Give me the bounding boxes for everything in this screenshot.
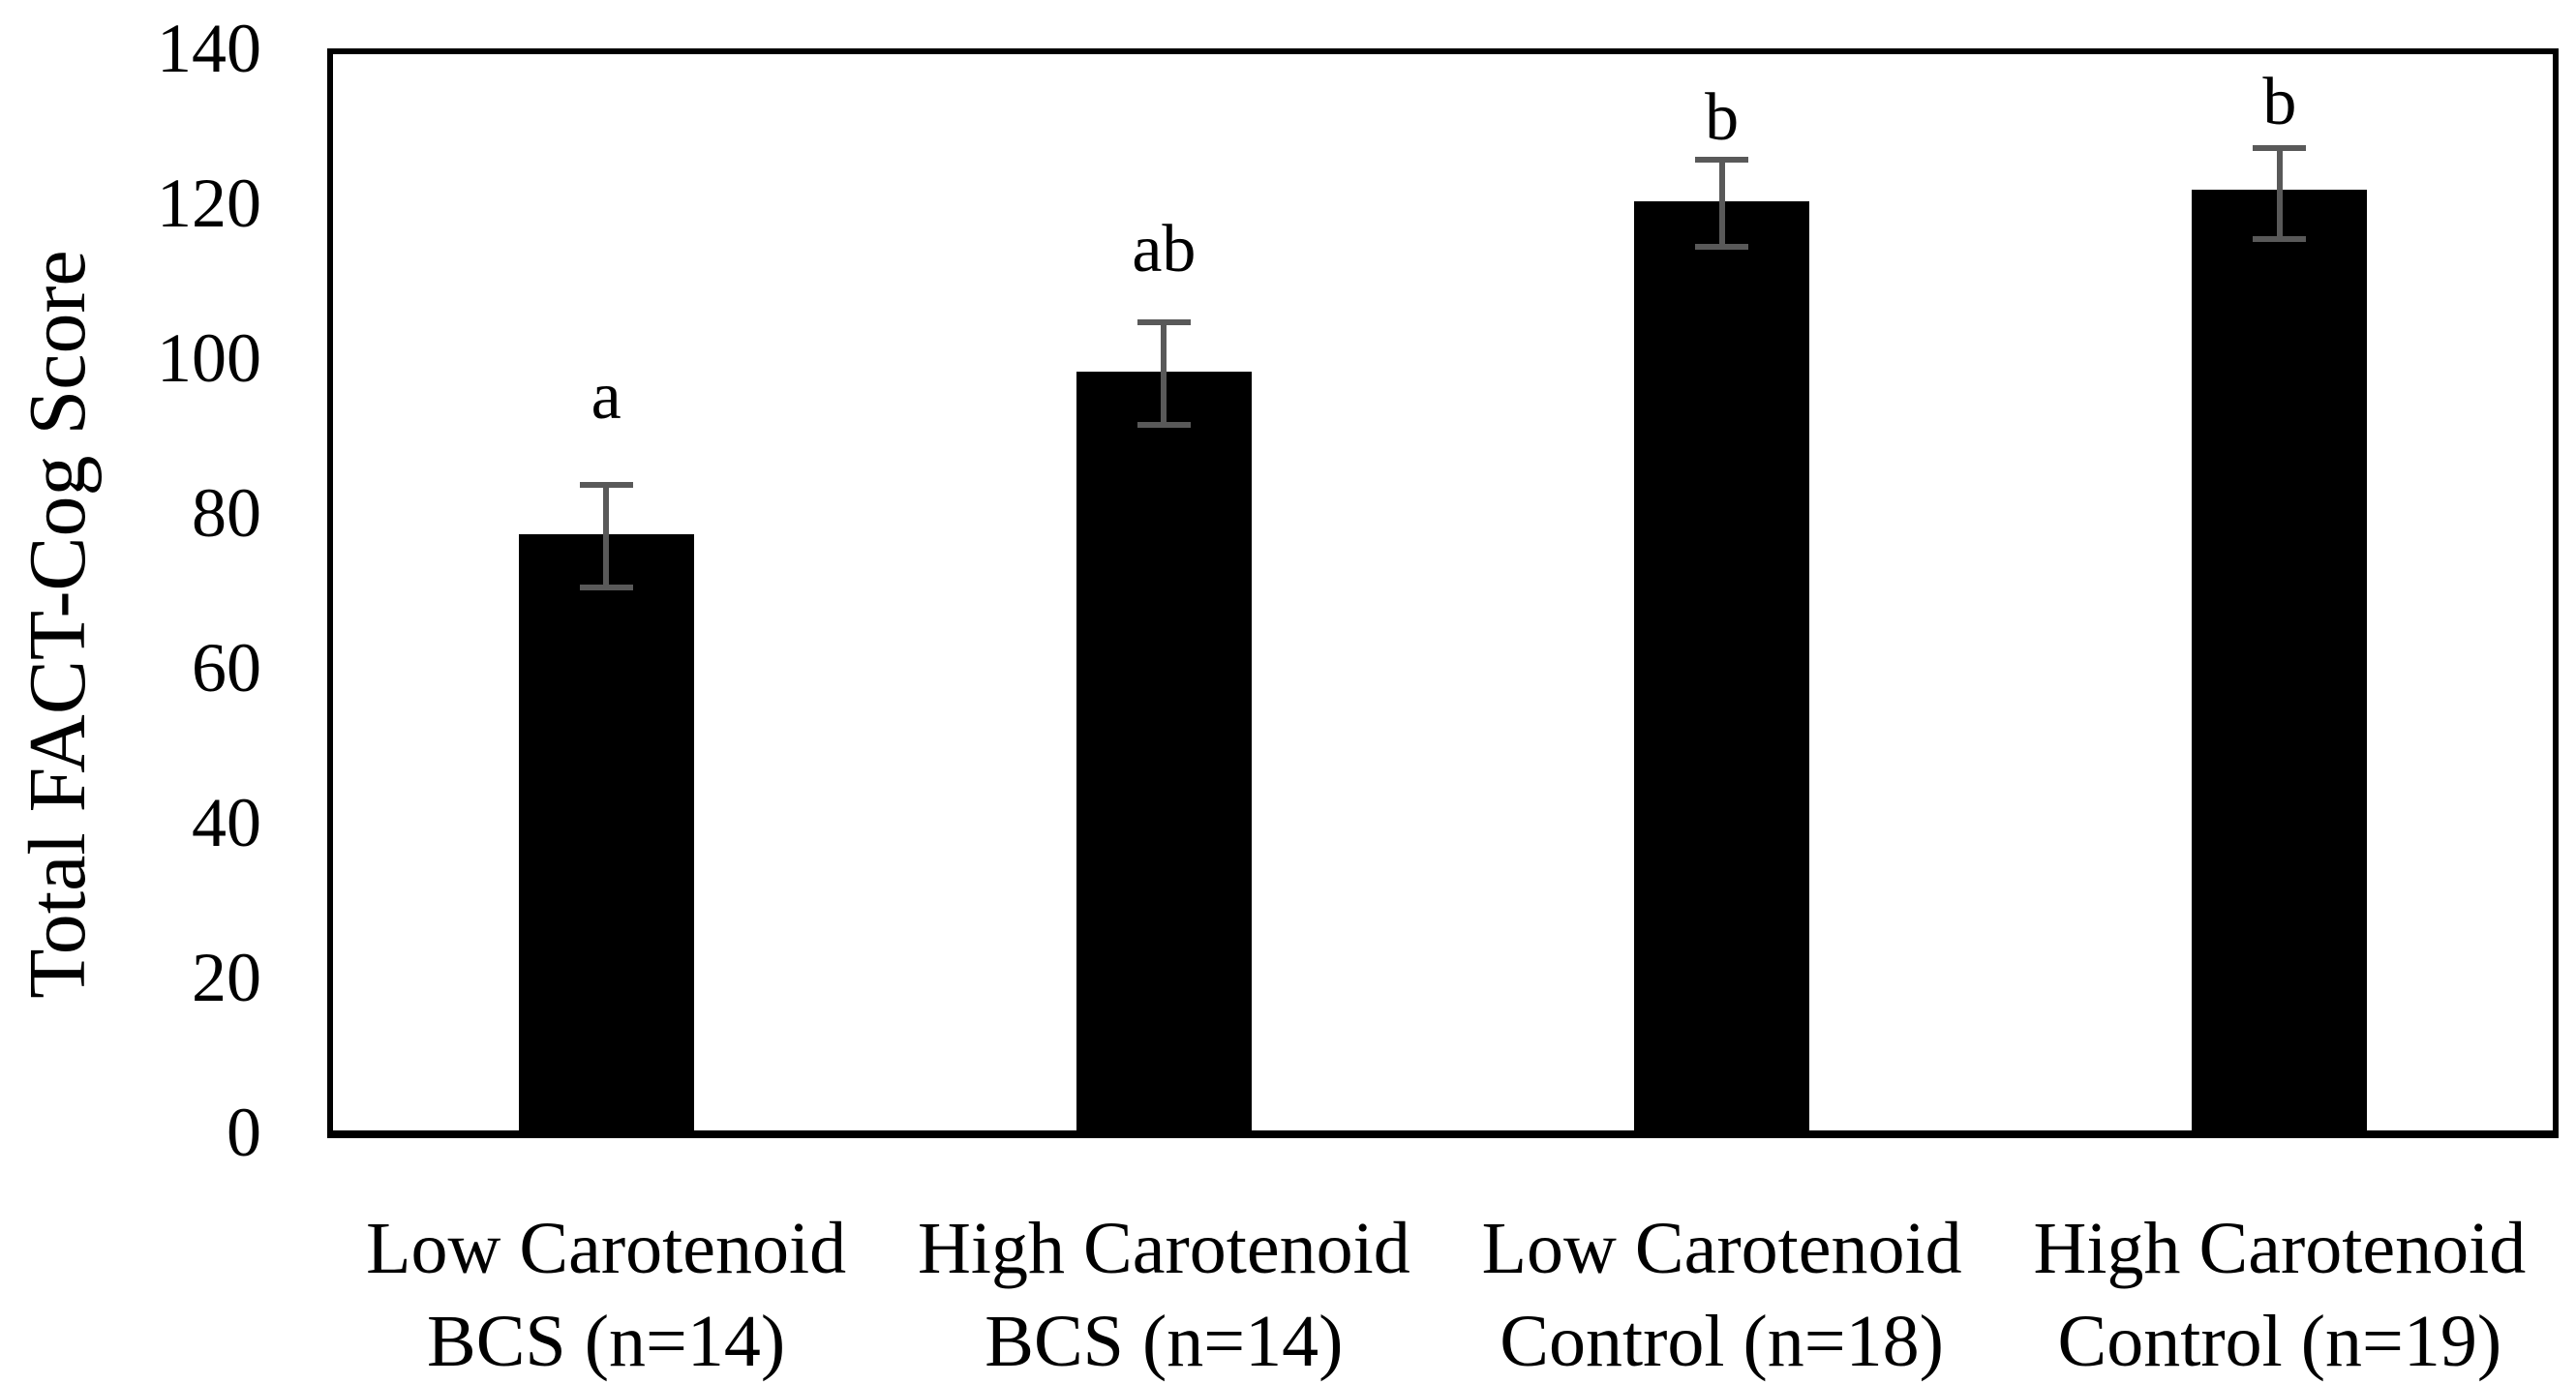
bar — [1076, 372, 1252, 1130]
error-bar-bottom-cap — [1136, 422, 1191, 428]
significance-letter: b — [2262, 65, 2297, 139]
bar — [1634, 201, 1810, 1130]
x-category-label: Low Carotenoid Control (n=18) — [1412, 1202, 2032, 1384]
error-bar-top-cap — [1695, 157, 1749, 163]
y-tick-label: 140 — [157, 10, 261, 87]
y-tick-label: 60 — [192, 629, 261, 707]
plot-area: a ab b b — [327, 48, 2559, 1138]
error-bar — [1161, 319, 1167, 428]
significance-letter: b — [1705, 80, 1740, 155]
bar — [518, 534, 694, 1130]
x-category-label-line1: High Carotenoid — [2033, 1208, 2527, 1289]
error-bar-bottom-cap — [1695, 244, 1749, 250]
significance-letter: ab — [1132, 212, 1197, 286]
error-bar — [1718, 157, 1725, 250]
y-tick-label: 40 — [192, 784, 261, 861]
error-bar-bottom-cap — [579, 585, 633, 590]
bar — [2192, 190, 2368, 1130]
significance-letter: a — [591, 359, 621, 434]
y-tick-label: 100 — [157, 319, 261, 397]
error-bar-top-cap — [579, 482, 633, 488]
x-category-label: High Carotenoid Control (n=19) — [1970, 1202, 2576, 1384]
y-tick-label: 80 — [192, 474, 261, 552]
x-category-label-line2: Control (n=19) — [2057, 1301, 2502, 1382]
x-category-label-line1: Low Carotenoid — [366, 1208, 847, 1289]
error-bar-bottom-cap — [2253, 236, 2307, 242]
x-category-label-line2: Control (n=18) — [1500, 1301, 1944, 1382]
error-bar — [2276, 145, 2283, 242]
x-category-label-line1: Low Carotenoid — [1481, 1208, 1962, 1289]
error-bar-top-cap — [1136, 319, 1191, 325]
x-category-label-line1: High Carotenoid — [918, 1208, 1410, 1289]
x-category-label-line2: BCS (n=14) — [985, 1301, 1344, 1382]
x-category-label: Low Carotenoid BCS (n=14) — [296, 1202, 916, 1384]
y-tick-label: 120 — [157, 165, 261, 242]
error-bar — [603, 482, 610, 590]
error-bar-top-cap — [2253, 145, 2307, 151]
y-tick-label: 0 — [227, 1094, 261, 1171]
x-category-label: High Carotenoid BCS (n=14) — [854, 1202, 1473, 1384]
y-tick-label: 20 — [192, 939, 261, 1016]
x-category-label-line2: BCS (n=14) — [427, 1301, 786, 1382]
